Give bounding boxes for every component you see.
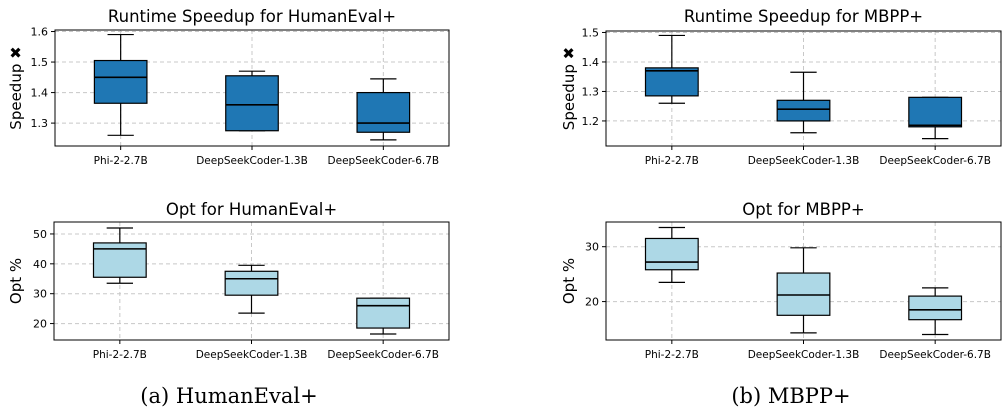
box-iqr	[644, 237, 699, 271]
y-tick-label: 1.3	[31, 117, 49, 130]
x-tick-label: DeepSeekCoder-6.7B	[327, 349, 439, 361]
x-tick-label: DeepSeekCoder-1.3B	[748, 349, 860, 361]
x-tick-label: DeepSeekCoder-1.3B	[196, 349, 308, 361]
y-tick-label: 1.4	[582, 56, 600, 69]
box-deepseekcoder-6-7b	[356, 297, 411, 335]
x-tick-label: DeepSeekCoder-1.3B	[196, 155, 308, 167]
panel-speedup-humaneval: 1.3 1.4 1.5 1.6 Phi-2-2.7B DeepSeekCoder-1.3B…	[7, 7, 450, 167]
y-tick-label: 1.6	[31, 26, 49, 39]
box-deepseekcoder-6-7b	[356, 78, 411, 141]
box-deepseekcoder-1-3b	[224, 264, 279, 314]
chart-title: Runtime Speedup for MBPP+	[684, 7, 923, 26]
x-tick-label: Phi-2-2.7B	[645, 155, 699, 167]
box-iqr	[92, 242, 147, 278]
box-iqr	[93, 59, 148, 104]
box-phi-2-2-7b	[93, 33, 148, 136]
y-tick-label: 1.5	[31, 56, 49, 69]
chart-title: Runtime Speedup for HumanEval+	[108, 7, 396, 26]
axes-frame	[54, 29, 450, 147]
box-deepseekcoder-1-3b	[776, 247, 831, 334]
x-tick-label: DeepSeekCoder-6.7B	[879, 155, 991, 167]
x-tick-label: Phi-2-2.7B	[93, 349, 147, 361]
axes-frame	[53, 221, 450, 341]
axes-frame	[605, 221, 1002, 341]
caption-humaneval: (a) HumanEval+	[140, 384, 317, 408]
y-tick-label: 30	[585, 241, 599, 254]
y-tick-label: 40	[33, 258, 47, 271]
box-iqr	[225, 75, 279, 132]
box-iqr	[908, 295, 963, 321]
x-tick-label: DeepSeekCoder-6.7B	[328, 155, 440, 167]
x-tick-label: DeepSeekCoder-6.7B	[879, 349, 991, 361]
box-phi-2-2-7b	[644, 34, 699, 104]
chart-title: Opt for HumanEval+	[166, 200, 337, 219]
box-deepseekcoder-6-7b	[908, 287, 963, 336]
axes-frame	[605, 30, 1002, 147]
box-iqr	[356, 91, 411, 133]
y-tick-label: 50	[33, 228, 47, 241]
y-axis-label: Opt %	[7, 258, 25, 304]
x-tick-label: Phi-2-2.7B	[94, 155, 148, 167]
box-iqr	[224, 270, 279, 296]
box-iqr	[776, 272, 831, 316]
y-axis-label: Opt %	[560, 258, 578, 304]
panel-opt-mbpp: 20 30 Phi-2-2.7B DeepSeekCoder-1.3B DeepSeek…	[560, 200, 1002, 361]
box-iqr	[776, 99, 831, 122]
box-iqr	[908, 96, 963, 128]
chart-title: Opt for MBPP+	[742, 200, 864, 219]
panel-opt-humaneval: 20 30 40 50 Phi-2-2.7B DeepSeekCoder-1.3B Deep…	[7, 200, 450, 361]
y-tick-label: 1.5	[582, 26, 600, 39]
y-tick-label: 30	[33, 288, 47, 301]
y-tick-label: 1.4	[31, 87, 49, 100]
box-iqr	[356, 297, 411, 329]
x-tick-label: Phi-2-2.7B	[645, 349, 699, 361]
box-phi-2-2-7b	[92, 227, 147, 284]
y-tick-label: 1.3	[582, 85, 600, 98]
box-deepseekcoder-1-3b	[776, 71, 831, 134]
panel-speedup-mbpp: 1.2 1.3 1.4 1.5 Phi-2-2.7B DeepSeekCoder-1.3B…	[560, 7, 1002, 167]
caption-mbpp: (b) MBPP+	[731, 384, 850, 408]
box-deepseekcoder-6-7b	[908, 96, 963, 140]
box-iqr	[644, 67, 699, 97]
y-axis-label: Speedup ✖	[560, 47, 578, 130]
y-tick-label: 20	[585, 296, 599, 309]
box-phi-2-2-7b	[644, 226, 699, 283]
x-tick-label: DeepSeekCoder-1.3B	[748, 155, 860, 167]
y-tick-label: 20	[33, 318, 47, 331]
box-deepseekcoder-1-3b	[225, 70, 279, 132]
y-tick-label: 1.2	[582, 115, 600, 128]
y-axis-label: Speedup ✖	[7, 46, 25, 129]
